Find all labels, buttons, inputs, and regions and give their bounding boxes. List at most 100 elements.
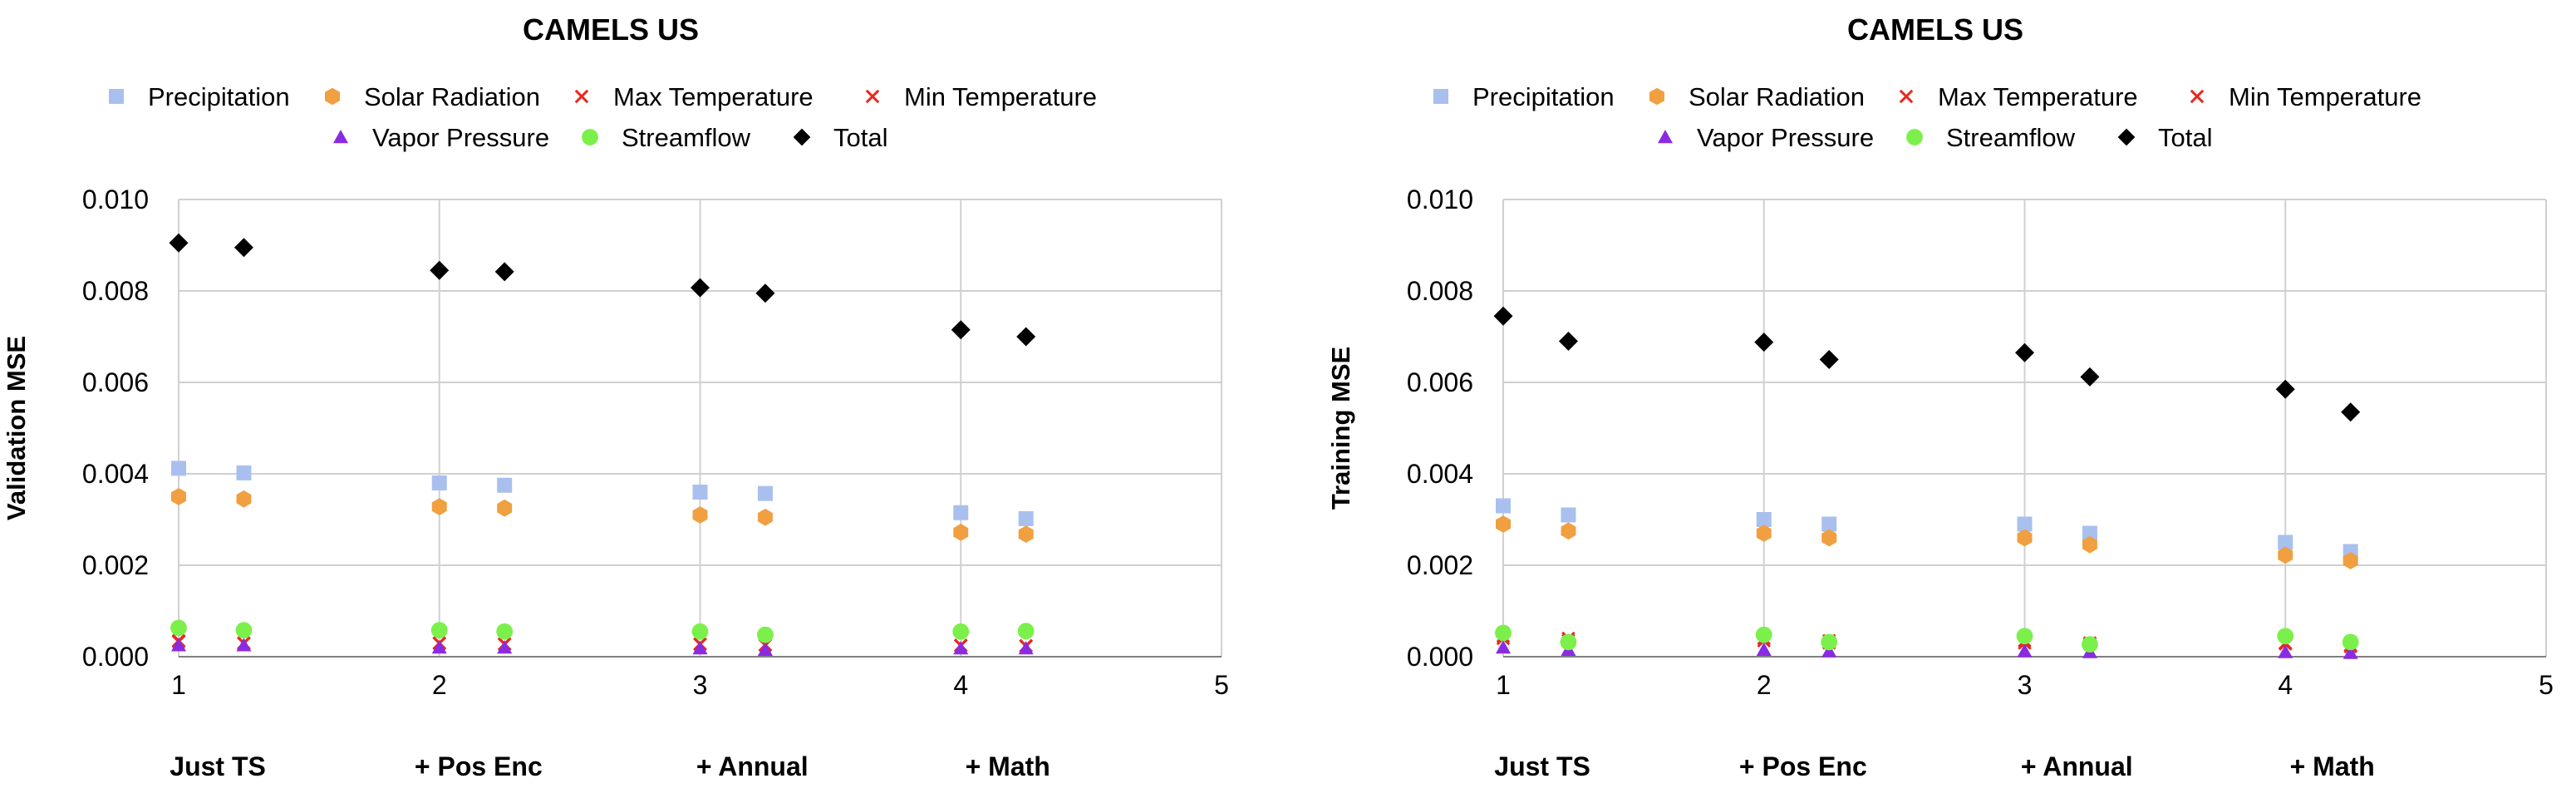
- point-precipitation: [2017, 516, 2033, 532]
- legend-item-total: Total: [793, 123, 887, 152]
- point-total: [234, 238, 253, 258]
- y-tick-label: 0.006: [1407, 367, 1473, 397]
- point-vapor-pressure: [171, 638, 186, 652]
- point-total: [2341, 402, 2361, 422]
- category-label-just-ts: Just TS: [170, 751, 266, 781]
- series-total: [1493, 306, 2361, 422]
- x-tick-label: 1: [1496, 670, 1511, 700]
- point-solar-radiation: [1018, 525, 1034, 543]
- validation-mse-chart: CAMELS US Precipitation Solar Radiation Max…: [2, 12, 1229, 781]
- x-tick-label: 4: [953, 670, 968, 700]
- x-tick-label: 2: [1757, 670, 1772, 700]
- point-total: [2080, 367, 2100, 387]
- point-solar-radiation: [2017, 529, 2033, 547]
- point-solar-radiation: [431, 498, 447, 515]
- point-total: [1819, 350, 1839, 369]
- point-total: [951, 320, 971, 340]
- legend-label-streamflow: Streamflow: [1946, 123, 2076, 152]
- point-vapor-pressure: [1821, 643, 1837, 658]
- series-total: [169, 233, 1036, 347]
- series-min-temperature: [1496, 631, 2357, 654]
- legend-marker-total: [793, 128, 811, 146]
- point-vapor-pressure: [1756, 642, 1772, 656]
- point-solar-radiation: [953, 524, 969, 541]
- legend-marker-solar-radiation: [325, 87, 340, 106]
- y-tick-label: 0.000: [1407, 642, 1473, 672]
- point-streamflow: [2016, 628, 2033, 645]
- series-precipitation: [1496, 498, 2358, 559]
- point-precipitation: [171, 461, 186, 476]
- category-label-pos-enc: + Pos Enc: [415, 751, 543, 781]
- y-tick-label: 0.000: [82, 642, 149, 672]
- point-solar-radiation: [2342, 552, 2358, 569]
- point-precipitation: [757, 485, 773, 501]
- point-precipitation: [1821, 516, 1837, 532]
- legend-item-min-temperature: Min Temperature: [2190, 82, 2421, 111]
- legend-label-precipitation: Precipitation: [148, 82, 290, 111]
- legend-label-vapor-pressure: Vapor Pressure: [1697, 123, 1874, 152]
- legend-label-total: Total: [833, 123, 887, 152]
- point-streamflow: [235, 622, 253, 638]
- x-tick-label: 3: [693, 670, 708, 700]
- legend-label-vapor-pressure: Vapor Pressure: [372, 123, 549, 152]
- category-label-just-ts: Just TS: [1494, 751, 1590, 781]
- validation-chart-svg: CAMELS US Precipitation Solar Radiation Max…: [2, 12, 1229, 781]
- y-tick-label: 0.004: [82, 459, 149, 489]
- y-tick-label: 0.004: [1407, 459, 1473, 489]
- x-tick-label: 2: [432, 670, 447, 700]
- point-vapor-pressure: [236, 638, 252, 652]
- y-tick-label: 0.002: [1407, 550, 1473, 580]
- legend-item-total: Total: [2117, 123, 2212, 152]
- legend-marker-vapor-pressure: [333, 130, 348, 144]
- point-streamflow: [2082, 636, 2098, 653]
- legend-marker-solar-radiation: [1649, 87, 1664, 106]
- series-max-temperature: [1496, 628, 2357, 653]
- point-streamflow: [2277, 628, 2294, 645]
- legend-item-solar-radiation: Solar Radiation: [325, 82, 540, 111]
- legend-item-min-temperature: Min Temperature: [865, 82, 1097, 111]
- legend-item-max-temperature: Max Temperature: [1899, 82, 2138, 111]
- series-precipitation: [171, 461, 1034, 526]
- point-solar-radiation: [1561, 522, 1576, 540]
- point-precipitation: [497, 477, 513, 493]
- point-streamflow: [952, 623, 970, 640]
- legend-item-vapor-pressure: Vapor Pressure: [1658, 123, 1874, 152]
- x-tick-label: 5: [1214, 670, 1229, 700]
- x-tick-label: 1: [171, 670, 186, 700]
- point-total: [2275, 379, 2295, 399]
- point-streamflow: [496, 623, 514, 640]
- x-tick-label: 4: [2278, 670, 2293, 700]
- point-precipitation: [1561, 507, 1576, 523]
- point-vapor-pressure: [1018, 641, 1034, 655]
- point-streamflow: [430, 622, 448, 638]
- point-total: [169, 233, 189, 253]
- point-solar-radiation: [2278, 546, 2293, 564]
- point-precipitation: [1496, 498, 1511, 514]
- series-solar-radiation: [1496, 515, 2358, 569]
- point-streamflow: [170, 619, 187, 637]
- legend-marker-max-temperature: [574, 89, 589, 104]
- legend-label-solar-radiation: Solar Radiation: [1689, 82, 1865, 111]
- legend-label-total: Total: [2158, 123, 2212, 152]
- legend-marker-streamflow: [1906, 129, 1923, 145]
- point-precipitation: [1018, 510, 1034, 526]
- point-total: [1754, 332, 1774, 352]
- point-vapor-pressure: [953, 641, 969, 655]
- training-mse-chart: CAMELS US Precipitation Solar Radiation Max…: [1325, 0, 2576, 798]
- category-label-annual: + Annual: [696, 751, 809, 781]
- legend-marker-min-temperature: [865, 89, 880, 104]
- point-solar-radiation: [692, 506, 708, 524]
- legend-marker-precipitation: [109, 89, 124, 104]
- point-total: [1558, 332, 1578, 351]
- point-streamflow: [2342, 633, 2359, 651]
- legend-item-vapor-pressure: Vapor Pressure: [333, 123, 549, 152]
- chart-title: CAMELS US: [1847, 12, 2023, 47]
- point-vapor-pressure: [431, 640, 447, 654]
- point-vapor-pressure: [497, 640, 513, 654]
- legend-marker-precipitation: [1433, 89, 1448, 104]
- point-solar-radiation: [236, 490, 252, 508]
- legend-marker-min-temperature: [2190, 89, 2205, 104]
- point-precipitation: [431, 475, 447, 490]
- point-vapor-pressure: [2017, 643, 2033, 658]
- category-label-pos-enc: + Pos Enc: [1739, 751, 1867, 781]
